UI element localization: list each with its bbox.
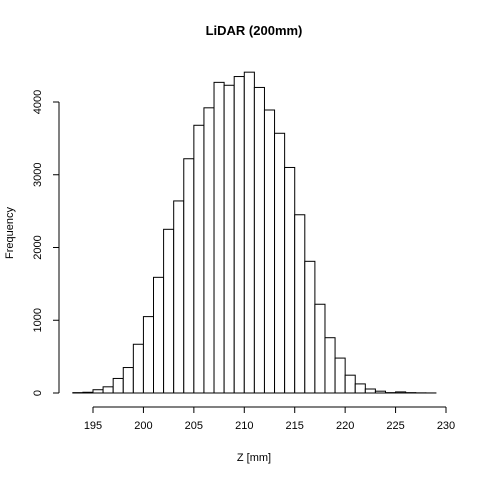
histogram-bar xyxy=(92,389,104,394)
histogram-bar xyxy=(304,260,316,394)
histogram-bar xyxy=(112,377,124,394)
y-tick-label: 4000 xyxy=(32,90,44,114)
histogram-bar xyxy=(203,107,215,394)
y-tick-label: 2000 xyxy=(32,235,44,259)
histogram-bar xyxy=(213,81,225,394)
x-axis: 195 200 205 210 215 220 225 230 xyxy=(84,406,455,432)
y-tick-label: 1000 xyxy=(32,308,44,332)
histogram-bar xyxy=(294,214,306,394)
histogram-bar xyxy=(132,343,144,394)
x-tick-label: 225 xyxy=(386,420,404,432)
histogram-bar xyxy=(334,357,346,394)
histogram-bar xyxy=(82,391,94,394)
histogram-bar xyxy=(122,367,134,394)
histogram-bar xyxy=(243,71,255,394)
histogram-bar xyxy=(183,158,195,394)
histogram-bar xyxy=(324,337,336,394)
x-tick-label: 220 xyxy=(336,420,354,432)
x-tick-label: 205 xyxy=(185,420,203,432)
y-axis: 0 1000 2000 3000 4000 xyxy=(32,90,60,396)
x-tick-label: 230 xyxy=(437,420,455,432)
histogram-bar xyxy=(193,124,205,394)
x-tick-label: 195 xyxy=(84,420,102,432)
histogram-bar xyxy=(173,200,185,394)
histogram-bar xyxy=(314,303,326,394)
y-tick-label: 3000 xyxy=(32,163,44,187)
histogram-bar xyxy=(233,76,245,394)
x-tick-label: 200 xyxy=(134,420,152,432)
histogram-bar xyxy=(102,386,114,394)
x-tick-label: 210 xyxy=(235,420,253,432)
histogram-bar xyxy=(354,383,366,394)
histogram-bar xyxy=(364,388,376,394)
chart-title: LiDAR (200mm) xyxy=(206,23,303,38)
histogram-bar xyxy=(374,390,386,394)
histogram-bar xyxy=(274,132,286,394)
bars-group xyxy=(72,71,437,394)
histogram-bar xyxy=(284,166,296,394)
x-tick-label: 215 xyxy=(286,420,304,432)
histogram-bar xyxy=(223,84,235,394)
x-axis-label: Z [mm] xyxy=(237,452,271,464)
histogram-bar xyxy=(344,374,356,394)
histogram-bar xyxy=(153,276,165,394)
histogram-bar xyxy=(253,86,265,394)
histogram-bar xyxy=(163,228,175,394)
y-axis-label: Frequency xyxy=(4,207,16,259)
histogram-bar xyxy=(395,391,407,394)
histogram-bar xyxy=(263,109,276,394)
histogram-bar xyxy=(142,316,155,394)
y-tick-label: 0 xyxy=(32,390,44,396)
